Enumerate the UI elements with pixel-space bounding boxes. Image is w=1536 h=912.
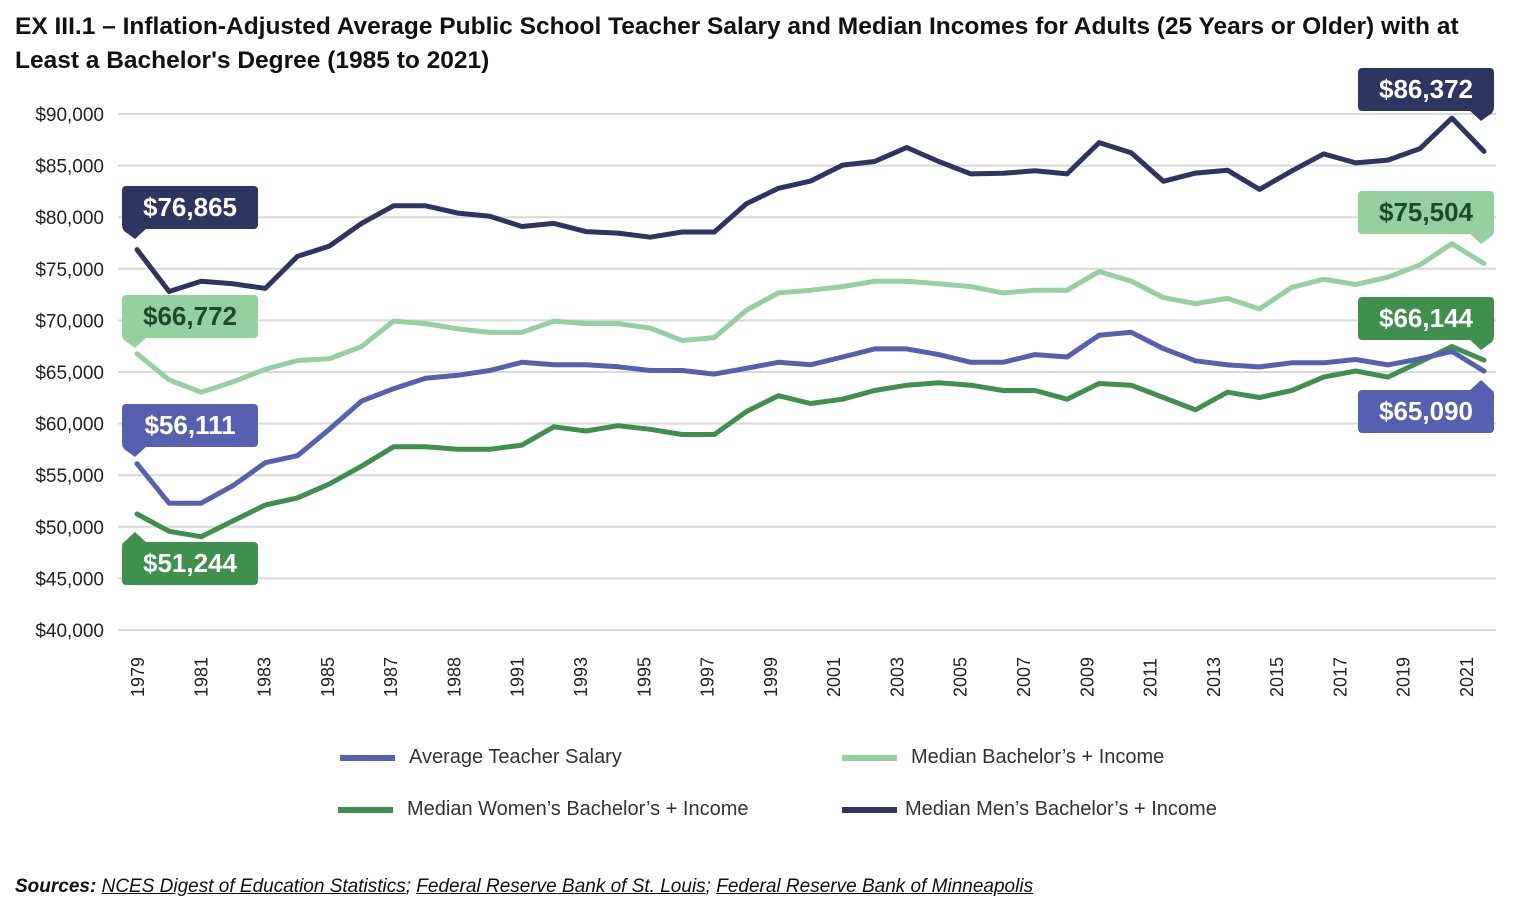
callout-value: $65,090 (1379, 396, 1473, 426)
legend-label: Average Teacher Salary (409, 746, 622, 768)
x-tick-label: 2017 (1330, 657, 1350, 697)
series-line (134, 344, 1487, 540)
value-callout: $66,772 (122, 295, 258, 348)
x-tick-label: 1995 (634, 657, 654, 697)
value-callout: $51,244 (122, 532, 258, 585)
x-tick-label: 1993 (571, 657, 591, 697)
callout-value: $66,772 (143, 301, 237, 331)
callout-box (122, 186, 258, 229)
value-callout: $76,865 (122, 186, 258, 239)
callout-pointer (122, 532, 148, 544)
x-tick-label: 2009 (1077, 657, 1097, 697)
callout-value: $66,144 (1379, 303, 1474, 333)
callout-box (122, 295, 258, 338)
callout-value: $56,111 (144, 410, 235, 440)
legend-item-mens-income: Median Men’s Bachelor’s + Income (842, 798, 1217, 821)
y-tick-label: $80,000 (35, 208, 104, 229)
y-tick-label: $65,000 (35, 363, 104, 384)
x-tick-label: 1981 (191, 657, 211, 697)
x-tick-label: 1979 (128, 657, 148, 697)
chart-title: EX III.1 – Inflation-Adjusted Average Pu… (15, 13, 1459, 74)
callout-pointer (122, 336, 148, 348)
sources-note: Sources: NCES Digest of Education Statis… (15, 876, 1033, 898)
x-tick-label: 2005 (951, 657, 971, 697)
x-tick-label: 2021 (1457, 657, 1477, 697)
callout-value: $86,372 (1379, 74, 1473, 104)
callout-pointer (1468, 380, 1494, 392)
x-tick-label: 1988 (444, 657, 464, 697)
series-line (134, 329, 1487, 506)
x-tick-label: 2015 (1267, 657, 1287, 697)
source-link-fed-st-louis[interactable]: Federal Reserve Bank of St. Louis (416, 876, 706, 897)
callout-box (122, 542, 258, 585)
x-axis-tick-labels: 1979 1981 1983 1985 1987 1988 1991 1993 1995 1997… (128, 657, 1477, 697)
legend-item-bachelors-income: Median Bachelor’s + Income (842, 746, 1164, 769)
callout-pointer (122, 227, 148, 239)
legend-swatch (842, 806, 897, 813)
x-tick-label: 2013 (1204, 657, 1224, 697)
y-tick-label: $40,000 (35, 621, 104, 642)
legend-swatch (338, 806, 393, 813)
y-tick-label: $45,000 (35, 569, 104, 590)
x-tick-label: 2011 (1141, 658, 1161, 697)
gridlines (118, 113, 1496, 631)
y-tick-label: $70,000 (35, 311, 104, 332)
x-tick-label: 1991 (508, 657, 528, 697)
legend-swatch (340, 754, 395, 761)
y-tick-label: $60,000 (35, 415, 104, 436)
y-axis-tick-labels: $90,000 $85,000 $80,000 $75,000 $70,000 $65,0… (35, 105, 104, 642)
y-tick-label: $90,000 (35, 105, 104, 126)
value-callout: $65,090 (1358, 380, 1494, 433)
callout-value: $76,865 (143, 192, 237, 222)
legend-label: Median Women’s Bachelor’s + Income (407, 798, 749, 820)
value-callouts: $76,865 $66,772 $56,111 $51,244 $86,372 $75,5… (122, 68, 1494, 585)
value-callout: $86,372 (1358, 68, 1494, 121)
source-link-nces[interactable]: NCES Digest of Education Statistics (101, 876, 406, 897)
x-tick-label: 1987 (381, 657, 401, 697)
value-callout: $56,111 (122, 404, 258, 457)
x-tick-label: 1985 (318, 657, 338, 697)
legend-label: Median Bachelor’s + Income (911, 746, 1165, 768)
callout-box (1358, 297, 1494, 340)
legend-item-teacher-salary: Average Teacher Salary (340, 746, 622, 769)
y-tick-label: $55,000 (35, 466, 104, 487)
x-tick-label: 2001 (824, 657, 844, 697)
y-tick-label: $50,000 (35, 518, 104, 539)
series-line (134, 115, 1487, 294)
source-link-fed-minneapolis[interactable]: Federal Reserve Bank of Minneapolis (716, 876, 1034, 897)
x-tick-label: 2007 (1014, 657, 1034, 697)
x-tick-label: 1999 (761, 657, 781, 697)
legend-swatch (842, 754, 897, 761)
callout-pointer (1468, 232, 1494, 244)
series-lines (134, 115, 1487, 540)
x-tick-label: 1983 (255, 657, 275, 697)
callout-box (122, 404, 258, 447)
callout-box (1358, 68, 1494, 111)
y-tick-label: $75,000 (35, 260, 104, 281)
callout-pointer (122, 445, 148, 457)
separator: ; (705, 876, 717, 897)
callout-pointer (1468, 109, 1494, 121)
callout-value: $75,504 (1379, 197, 1474, 227)
separator: ; (405, 876, 417, 897)
value-callout: $75,504 (1358, 191, 1494, 244)
x-tick-label: 2019 (1394, 657, 1414, 697)
sources-label: Sources: (15, 876, 97, 897)
y-tick-label: $85,000 (35, 157, 104, 178)
legend-item-womens-income: Median Women’s Bachelor’s + Income (338, 798, 748, 821)
x-tick-label: 1997 (698, 657, 718, 697)
legend-label: Median Men’s Bachelor’s + Income (905, 798, 1217, 820)
series-line (134, 241, 1487, 395)
callout-pointer (1468, 338, 1494, 350)
x-tick-label: 2003 (887, 657, 907, 697)
callout-value: $51,244 (143, 548, 238, 578)
callout-box (1358, 191, 1494, 234)
value-callout: $66,144 (1358, 297, 1494, 350)
callout-box (1358, 390, 1494, 433)
